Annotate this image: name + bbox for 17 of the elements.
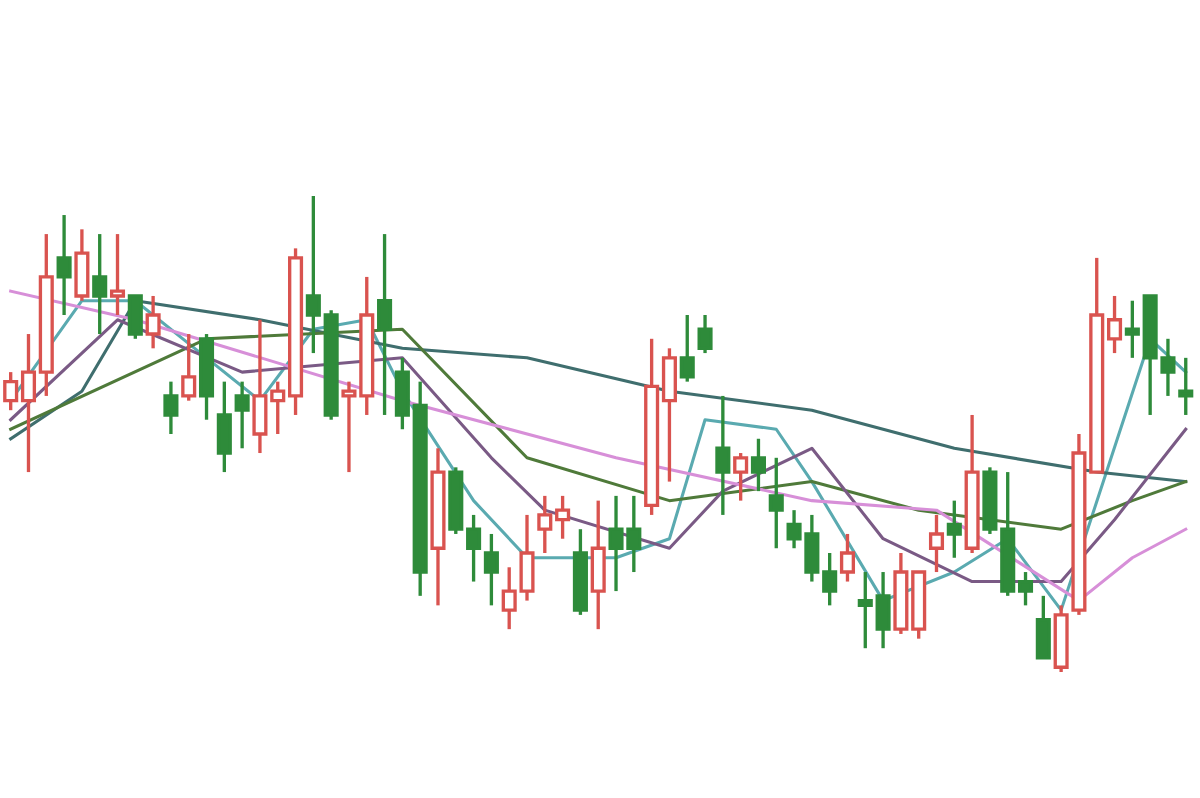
candlestick bbox=[483, 532, 499, 608]
candlestick bbox=[590, 498, 606, 631]
candlestick bbox=[715, 394, 731, 517]
candlestick bbox=[109, 232, 126, 317]
candlestick bbox=[216, 379, 232, 474]
candlestick bbox=[234, 379, 250, 450]
candlestick bbox=[1178, 356, 1194, 417]
candlestick bbox=[377, 232, 393, 417]
candlestick bbox=[768, 456, 784, 550]
candlestick bbox=[430, 446, 446, 608]
candlestick bbox=[750, 437, 766, 493]
candlestick bbox=[56, 213, 72, 317]
candlestick bbox=[92, 232, 108, 336]
candlestick bbox=[163, 379, 179, 436]
candlestick bbox=[946, 498, 962, 560]
candlestick bbox=[145, 294, 161, 350]
candlestick bbox=[928, 513, 945, 574]
